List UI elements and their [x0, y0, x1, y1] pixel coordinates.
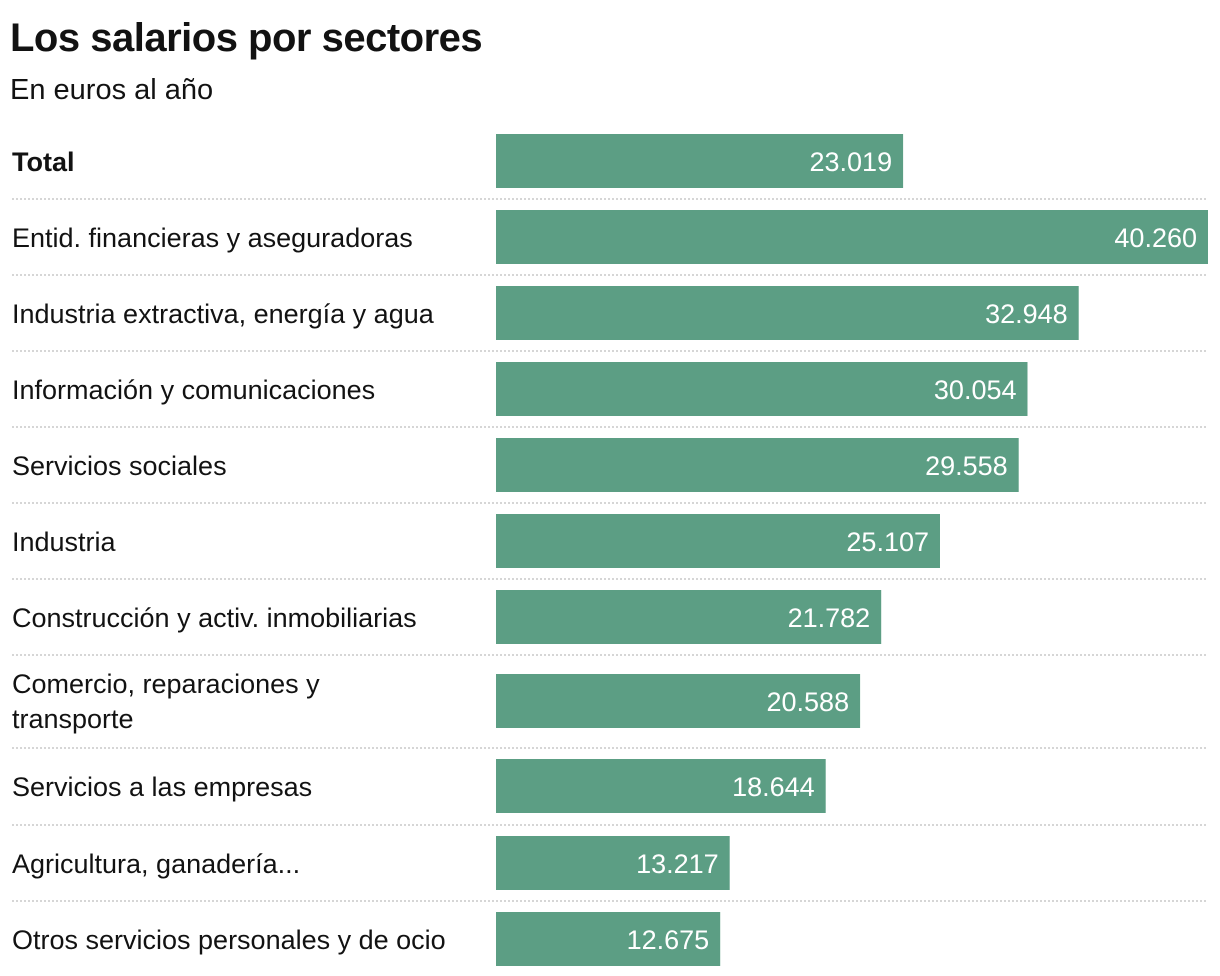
bar: [496, 438, 1019, 492]
bar-value-label: 25.107: [846, 527, 929, 557]
bar: [496, 836, 730, 890]
bar: [496, 362, 1028, 416]
bar: [496, 912, 721, 966]
category-label: Información y comunicaciones: [12, 375, 375, 405]
bar-value-label: 29.558: [925, 451, 1008, 481]
bar-value-label: 32.948: [985, 299, 1068, 329]
bar-value-label: 30.054: [934, 375, 1017, 405]
bar-value-label: 23.019: [810, 147, 893, 177]
bar: [496, 590, 882, 644]
bar-value-label: 18.644: [732, 772, 815, 802]
bar: [496, 759, 826, 813]
category-label: Comercio, reparaciones y transporte: [12, 669, 320, 734]
bar: [496, 514, 940, 568]
category-label: Industria: [12, 527, 117, 557]
category-label: Agricultura, ganadería...: [12, 849, 300, 879]
bar-value-label: 13.217: [636, 849, 719, 879]
category-label: Industria extractiva, energía y agua: [12, 299, 435, 329]
chart-title: Los salarios por sectores: [10, 16, 483, 60]
bar-value-label: 20.588: [767, 687, 850, 717]
bar-value-label: 12.675: [627, 925, 710, 955]
category-label: Servicios a las empresas: [12, 772, 312, 802]
category-label: Construcción y activ. inmobiliarias: [12, 603, 417, 633]
bar: [496, 286, 1079, 340]
bar: [496, 210, 1208, 264]
bar-value-label: 21.782: [788, 603, 871, 633]
bar-value-label: 40.260: [1114, 223, 1197, 253]
bar: [496, 134, 904, 188]
category-label: Servicios sociales: [12, 451, 227, 481]
bar: [496, 674, 861, 728]
category-label: Total: [12, 147, 75, 177]
category-label: Otros servicios personales y de ocio: [12, 925, 446, 955]
category-label: Entid. financieras y aseguradoras: [12, 223, 413, 253]
chart-subtitle: En euros al año: [10, 74, 214, 106]
